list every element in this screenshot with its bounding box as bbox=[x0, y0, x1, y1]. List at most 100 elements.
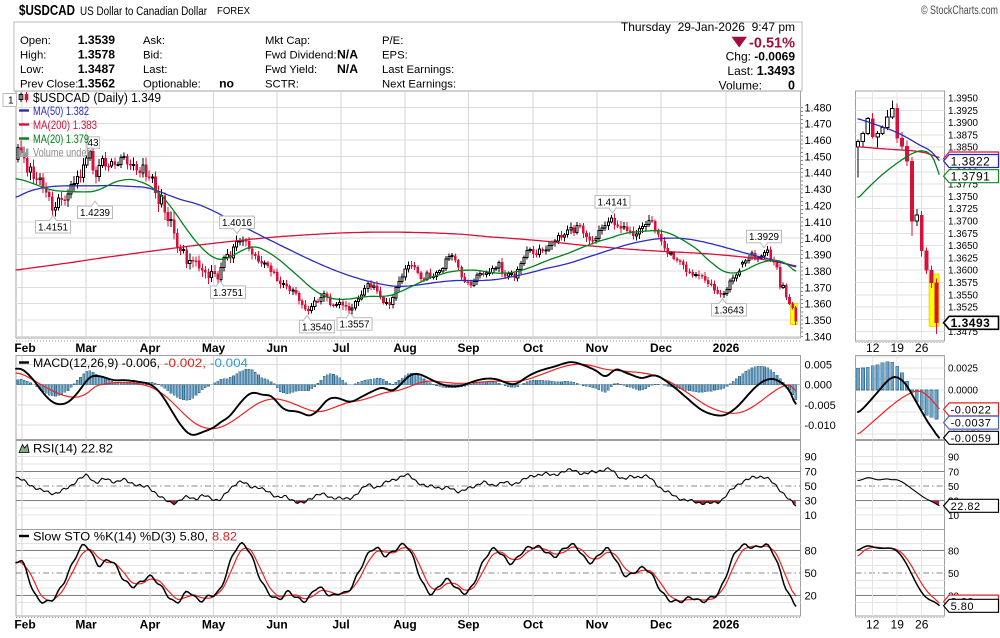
svg-text:1.470: 1.470 bbox=[805, 119, 832, 131]
svg-text:1.3875: 1.3875 bbox=[948, 130, 979, 141]
svg-text:26: 26 bbox=[915, 618, 929, 632]
svg-text:1.3925: 1.3925 bbox=[948, 106, 979, 117]
svg-text:SCTR:: SCTR: bbox=[265, 79, 299, 91]
svg-text:May: May bbox=[202, 341, 226, 355]
svg-text:50: 50 bbox=[948, 482, 960, 493]
svg-text:Aug: Aug bbox=[393, 618, 416, 632]
svg-text:1.350: 1.350 bbox=[805, 315, 832, 327]
svg-text:1.3643: 1.3643 bbox=[714, 305, 745, 316]
svg-text:19: 19 bbox=[891, 341, 905, 355]
svg-text:Sep: Sep bbox=[457, 618, 479, 632]
svg-text:1.410: 1.410 bbox=[805, 217, 832, 229]
svg-text:FOREX: FOREX bbox=[217, 5, 250, 17]
svg-text:1.3550: 1.3550 bbox=[948, 290, 979, 301]
svg-text:© StockCharts.com: © StockCharts.com bbox=[921, 5, 998, 17]
svg-text:1.380: 1.380 bbox=[805, 266, 832, 278]
svg-text:2026: 2026 bbox=[713, 341, 740, 355]
svg-text:1.3950: 1.3950 bbox=[948, 94, 979, 105]
svg-text:Next Earnings:: Next Earnings: bbox=[382, 79, 456, 91]
svg-text:19: 19 bbox=[891, 618, 905, 632]
svg-text:Low:: Low: bbox=[20, 64, 44, 76]
svg-text:1.3675: 1.3675 bbox=[948, 229, 979, 240]
svg-text:Jun: Jun bbox=[266, 618, 287, 632]
svg-text:1.3493: 1.3493 bbox=[951, 316, 991, 330]
svg-text:1.340: 1.340 bbox=[805, 331, 832, 343]
svg-text:1.3650: 1.3650 bbox=[948, 241, 979, 252]
svg-text:1.3600: 1.3600 bbox=[948, 266, 979, 277]
svg-text:90: 90 bbox=[805, 452, 817, 464]
svg-text:1.4151: 1.4151 bbox=[38, 222, 68, 233]
svg-text:90: 90 bbox=[948, 453, 960, 464]
svg-text:1.430: 1.430 bbox=[805, 184, 832, 196]
svg-text:-0.010: -0.010 bbox=[805, 420, 836, 432]
svg-text:1.3525: 1.3525 bbox=[948, 303, 979, 314]
svg-text:MA(200) 1.383: MA(200) 1.383 bbox=[33, 118, 97, 132]
svg-text:Chg: -0.0069: Chg: -0.0069 bbox=[726, 50, 796, 64]
svg-text:Oct: Oct bbox=[523, 618, 543, 632]
svg-text:1.360: 1.360 bbox=[805, 299, 832, 311]
svg-text:Last Earnings:: Last Earnings: bbox=[382, 64, 454, 76]
svg-text:1.3725: 1.3725 bbox=[948, 204, 979, 215]
svg-text:22.82: 22.82 bbox=[951, 501, 981, 513]
svg-text:May: May bbox=[202, 618, 226, 632]
svg-text:1.480: 1.480 bbox=[805, 102, 832, 114]
svg-text:10: 10 bbox=[805, 510, 817, 522]
svg-text:Last:: Last: bbox=[143, 64, 168, 76]
svg-text:Jul: Jul bbox=[332, 341, 349, 355]
svg-text:Sep: Sep bbox=[457, 341, 479, 355]
svg-text:0.0025: 0.0025 bbox=[948, 364, 979, 375]
svg-text:Fwd Yield:: Fwd Yield: bbox=[265, 64, 317, 76]
svg-text:1.3487: 1.3487 bbox=[78, 62, 115, 76]
svg-text:1.3700: 1.3700 bbox=[948, 217, 979, 228]
svg-text:12: 12 bbox=[866, 618, 880, 632]
svg-text:30: 30 bbox=[805, 496, 817, 508]
svg-text:12: 12 bbox=[866, 341, 880, 355]
svg-text:1.3539: 1.3539 bbox=[78, 33, 115, 47]
svg-text:Dec: Dec bbox=[650, 341, 672, 355]
svg-text:N/A: N/A bbox=[337, 62, 358, 76]
svg-text:43: 43 bbox=[87, 138, 99, 149]
svg-text:Slow STO %K(14) %D(3) 5.80,: Slow STO %K(14) %D(3) 5.80, bbox=[33, 530, 208, 544]
svg-text:26: 26 bbox=[915, 341, 929, 355]
svg-text:0.0000: 0.0000 bbox=[948, 386, 979, 397]
svg-text:1.420: 1.420 bbox=[805, 200, 832, 212]
svg-text:Oct: Oct bbox=[523, 341, 543, 355]
svg-text:1.450: 1.450 bbox=[805, 151, 832, 163]
svg-text:70: 70 bbox=[948, 467, 960, 478]
svg-text:70: 70 bbox=[805, 466, 817, 478]
svg-text:1: 1 bbox=[8, 96, 14, 107]
svg-text:1.370: 1.370 bbox=[805, 282, 832, 294]
svg-text:1.390: 1.390 bbox=[805, 250, 832, 262]
svg-text:1.3751: 1.3751 bbox=[213, 288, 243, 299]
svg-text:no: no bbox=[219, 77, 234, 91]
svg-text:Mar: Mar bbox=[75, 618, 97, 632]
svg-text:RSI(14) 22.82: RSI(14) 22.82 bbox=[33, 442, 113, 456]
svg-text:-0.004: -0.004 bbox=[210, 356, 248, 370]
svg-text:1.4016: 1.4016 bbox=[222, 218, 253, 229]
svg-text:1.3822: 1.3822 bbox=[951, 154, 991, 168]
svg-text:50: 50 bbox=[948, 569, 960, 580]
svg-text:Jul: Jul bbox=[332, 618, 349, 632]
svg-text:1.440: 1.440 bbox=[805, 168, 832, 180]
svg-text:-0.0037: -0.0037 bbox=[951, 418, 992, 430]
svg-text:$USDCAD (Daily) 1.349: $USDCAD (Daily) 1.349 bbox=[33, 91, 161, 105]
svg-text:Jun: Jun bbox=[266, 341, 287, 355]
svg-text:US Dollar to Canadian Dollar: US Dollar to Canadian Dollar bbox=[80, 6, 207, 18]
svg-text:Optionable:: Optionable: bbox=[143, 79, 201, 91]
svg-text:0.005: 0.005 bbox=[805, 359, 833, 371]
svg-text:Nov: Nov bbox=[586, 341, 609, 355]
svg-text:8.82: 8.82 bbox=[212, 530, 237, 544]
svg-text:-0.005: -0.005 bbox=[805, 400, 836, 412]
svg-text:1.3625: 1.3625 bbox=[948, 253, 979, 264]
svg-text:MACD(12,26,9) -0.006,: MACD(12,26,9) -0.006, bbox=[33, 356, 160, 370]
svg-text:1.4141: 1.4141 bbox=[598, 198, 628, 209]
svg-text:$USDCAD: $USDCAD bbox=[19, 3, 75, 19]
svg-text:1.3900: 1.3900 bbox=[948, 118, 979, 129]
svg-text:Dec: Dec bbox=[650, 618, 672, 632]
svg-text:Apr: Apr bbox=[140, 618, 161, 632]
svg-text:1.3578: 1.3578 bbox=[78, 48, 115, 62]
svg-text:Fwd Dividend:: Fwd Dividend: bbox=[265, 50, 337, 62]
svg-text:High:: High: bbox=[20, 50, 46, 62]
svg-text:1.3750: 1.3750 bbox=[948, 192, 979, 203]
svg-text:0.000: 0.000 bbox=[805, 380, 833, 392]
